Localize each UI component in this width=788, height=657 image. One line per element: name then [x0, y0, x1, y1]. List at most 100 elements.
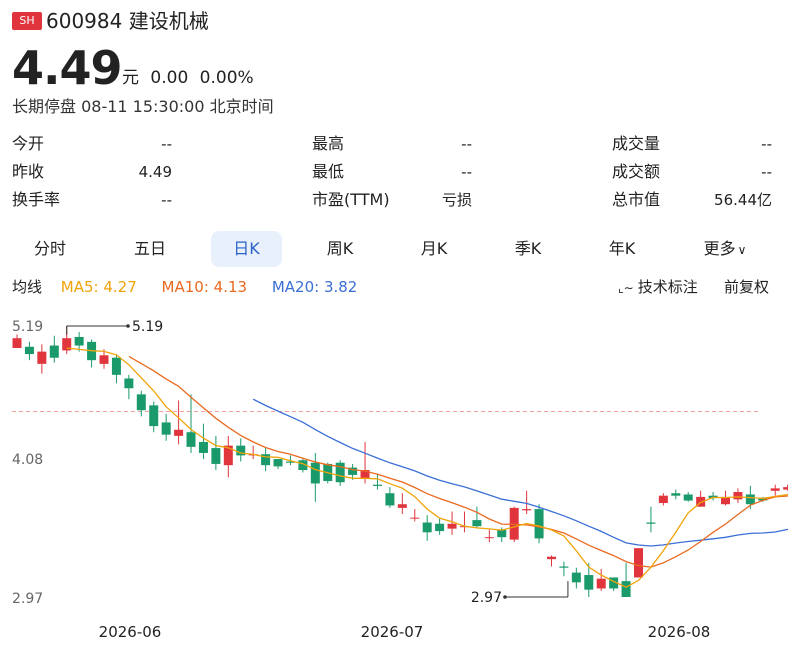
candle-body: [62, 338, 72, 351]
candle-body: [435, 523, 445, 532]
stat-turnover-label: 换手率: [12, 190, 61, 209]
ma20-value: MA20: 3.82: [271, 278, 358, 296]
candle-body: [621, 581, 631, 597]
tab-yearly-k[interactable]: 年K: [608, 239, 636, 258]
candle-body: [211, 448, 221, 464]
y-tick-bottom: 2.97: [12, 591, 43, 607]
exchange-badge: SH: [12, 12, 42, 30]
chevron-down-icon: ∨: [737, 243, 747, 257]
stat-market-cap-value: 56.44亿: [714, 191, 772, 209]
stat-market-cap-label: 总市值: [612, 190, 661, 209]
candle-body: [646, 522, 656, 524]
tab-monthly-k[interactable]: 月K: [420, 239, 448, 258]
candle-body: [783, 487, 788, 490]
candle-body: [770, 488, 780, 491]
candle-body: [422, 522, 432, 533]
candle-body: [236, 445, 246, 456]
stat-prev-close-value: 4.49: [138, 163, 172, 181]
candle-body: [161, 422, 171, 435]
current-price: 4.49: [12, 41, 122, 95]
candle-body: [658, 495, 668, 504]
ma10-value: MA10: 4.13: [161, 278, 248, 296]
tab-weekly-k[interactable]: 周K: [326, 239, 354, 258]
tab-intraday[interactable]: 分时: [33, 239, 66, 258]
min-marker-dot: [503, 595, 507, 599]
candle-body: [273, 459, 283, 467]
candle-body: [285, 461, 295, 463]
y-tick-mid: 4.08: [12, 452, 43, 468]
candle-body: [174, 429, 184, 436]
candle-body: [571, 572, 581, 583]
candle-body: [198, 441, 208, 453]
stat-pe-value: 亏损: [441, 191, 472, 209]
tab-more[interactable]: 更多 ∨: [694, 231, 756, 267]
candle-body: [136, 394, 146, 411]
candle-body: [372, 484, 382, 486]
stat-turnover-value: --: [161, 191, 172, 209]
candlestick-chart[interactable]: 5.19 4.08 2.97 2026-06 2026-07 2026-08 5…: [0, 310, 788, 657]
tab-quarterly-k[interactable]: 季K: [514, 239, 542, 258]
stat-amount-value: --: [761, 163, 772, 181]
annotate-label: 技术标注: [637, 278, 698, 296]
candle-body: [310, 462, 320, 484]
tab-daily-k[interactable]: 日K: [211, 231, 282, 267]
ma5-line: [66, 347, 788, 588]
tab-more-label: 更多: [703, 239, 736, 258]
annotate-icon: ⌞∼: [618, 281, 634, 295]
max-price-label: 5.19: [132, 319, 163, 335]
candle-body: [385, 493, 395, 506]
adjust-button[interactable]: 前复权: [724, 278, 770, 296]
stock-title: 600984 建设机械: [46, 9, 209, 33]
candle-body: [559, 566, 569, 568]
candle-body: [609, 577, 619, 589]
stat-volume-value: --: [761, 135, 772, 153]
candle-body: [472, 520, 482, 527]
candle-body: [758, 498, 768, 501]
stat-amount-label: 成交额: [612, 162, 661, 181]
stat-open-value: --: [161, 135, 172, 153]
price-change-row: 元 0.00 0.00%: [122, 66, 260, 90]
candle-body: [261, 454, 271, 466]
candle-body: [671, 493, 681, 496]
candle-body: [24, 346, 34, 355]
candle-body: [111, 357, 121, 375]
candle-body: [397, 504, 407, 508]
y-tick-top: 5.19: [12, 319, 43, 335]
candle-body: [634, 548, 643, 578]
ma5-value: MA5: 4.27: [60, 278, 137, 296]
stat-high-value: --: [461, 135, 472, 153]
candle-body: [124, 378, 134, 389]
candle-body: [484, 537, 494, 539]
candle-body: [584, 575, 594, 590]
candle-body: [683, 494, 693, 501]
price-change: 0.00: [150, 68, 189, 88]
ma10-line: [128, 355, 788, 568]
price-change-pct: 0.00%: [199, 68, 254, 88]
candle-body: [12, 338, 22, 348]
annotate-button[interactable]: ⌞∼ 技术标注: [618, 277, 698, 298]
candle-body: [223, 445, 233, 466]
max-marker-dot: [126, 324, 130, 328]
candle-body: [721, 496, 731, 505]
candle-body: [99, 355, 109, 364]
candle-body: [37, 351, 47, 364]
candle-body: [298, 460, 308, 471]
candle-body: [348, 467, 358, 475]
min-price-label: 2.97: [471, 590, 502, 606]
stat-volume-label: 成交量: [612, 134, 661, 153]
stat-pe-label: 市盈(TTM): [312, 190, 390, 209]
candle-body: [546, 556, 556, 560]
candle-body: [733, 492, 743, 500]
ma-legend: 均线 MA5: 4.27 MA10: 4.13 MA20: 3.82: [12, 277, 371, 297]
candle-body: [149, 405, 159, 427]
x-label-jun: 2026-06: [99, 623, 162, 641]
ma20-line: [252, 398, 788, 547]
stat-low-value: --: [461, 163, 472, 181]
candle-body: [522, 509, 532, 511]
candle-body: [745, 494, 755, 505]
candle-body: [186, 432, 196, 447]
ma-label: 均线: [12, 278, 43, 296]
tab-five-day[interactable]: 五日: [133, 239, 166, 258]
price-unit: 元: [122, 68, 139, 88]
candle-body: [49, 345, 59, 358]
